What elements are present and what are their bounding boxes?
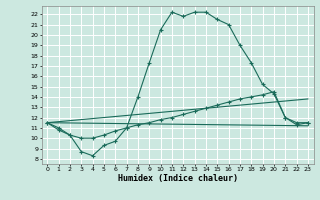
X-axis label: Humidex (Indice chaleur): Humidex (Indice chaleur) (118, 174, 237, 183)
